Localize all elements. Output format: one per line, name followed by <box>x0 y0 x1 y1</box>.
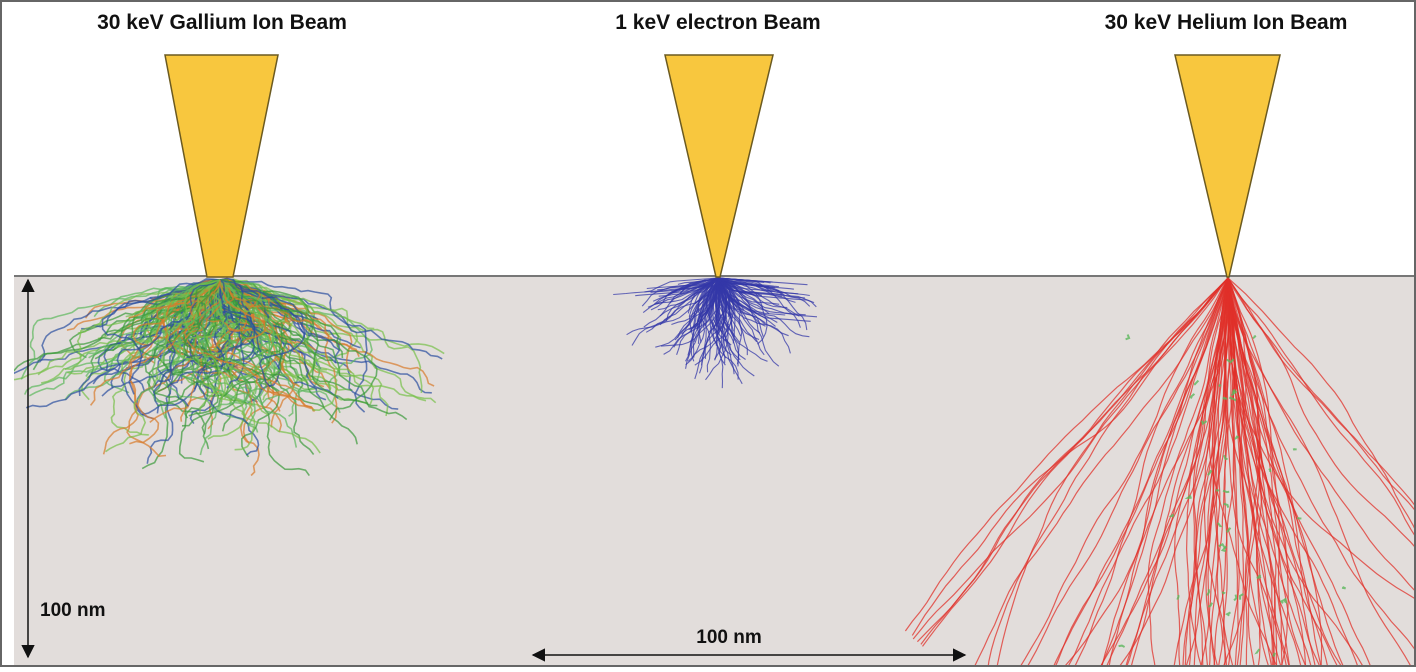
figure: 30 keV Gallium Ion Beam 1 keV electron B… <box>0 0 1416 667</box>
trajectory <box>1223 491 1229 492</box>
scale-label: 100 nm <box>696 627 761 648</box>
beam-label: 30 keV Helium Ion Beam <box>1105 11 1348 34</box>
beam-label: 1 keV electron Beam <box>615 11 820 34</box>
trajectory <box>1223 398 1227 400</box>
trajectory <box>1269 469 1270 472</box>
trajectory <box>1219 384 1220 386</box>
trajectory <box>1171 514 1173 516</box>
beam-label: 30 keV Gallium Ion Beam <box>97 11 347 34</box>
trajectory <box>1177 595 1178 600</box>
trajectory <box>1342 587 1346 588</box>
trajectory <box>1216 490 1219 491</box>
scale-label: 100 nm <box>40 600 105 621</box>
trajectory <box>1294 448 1297 449</box>
